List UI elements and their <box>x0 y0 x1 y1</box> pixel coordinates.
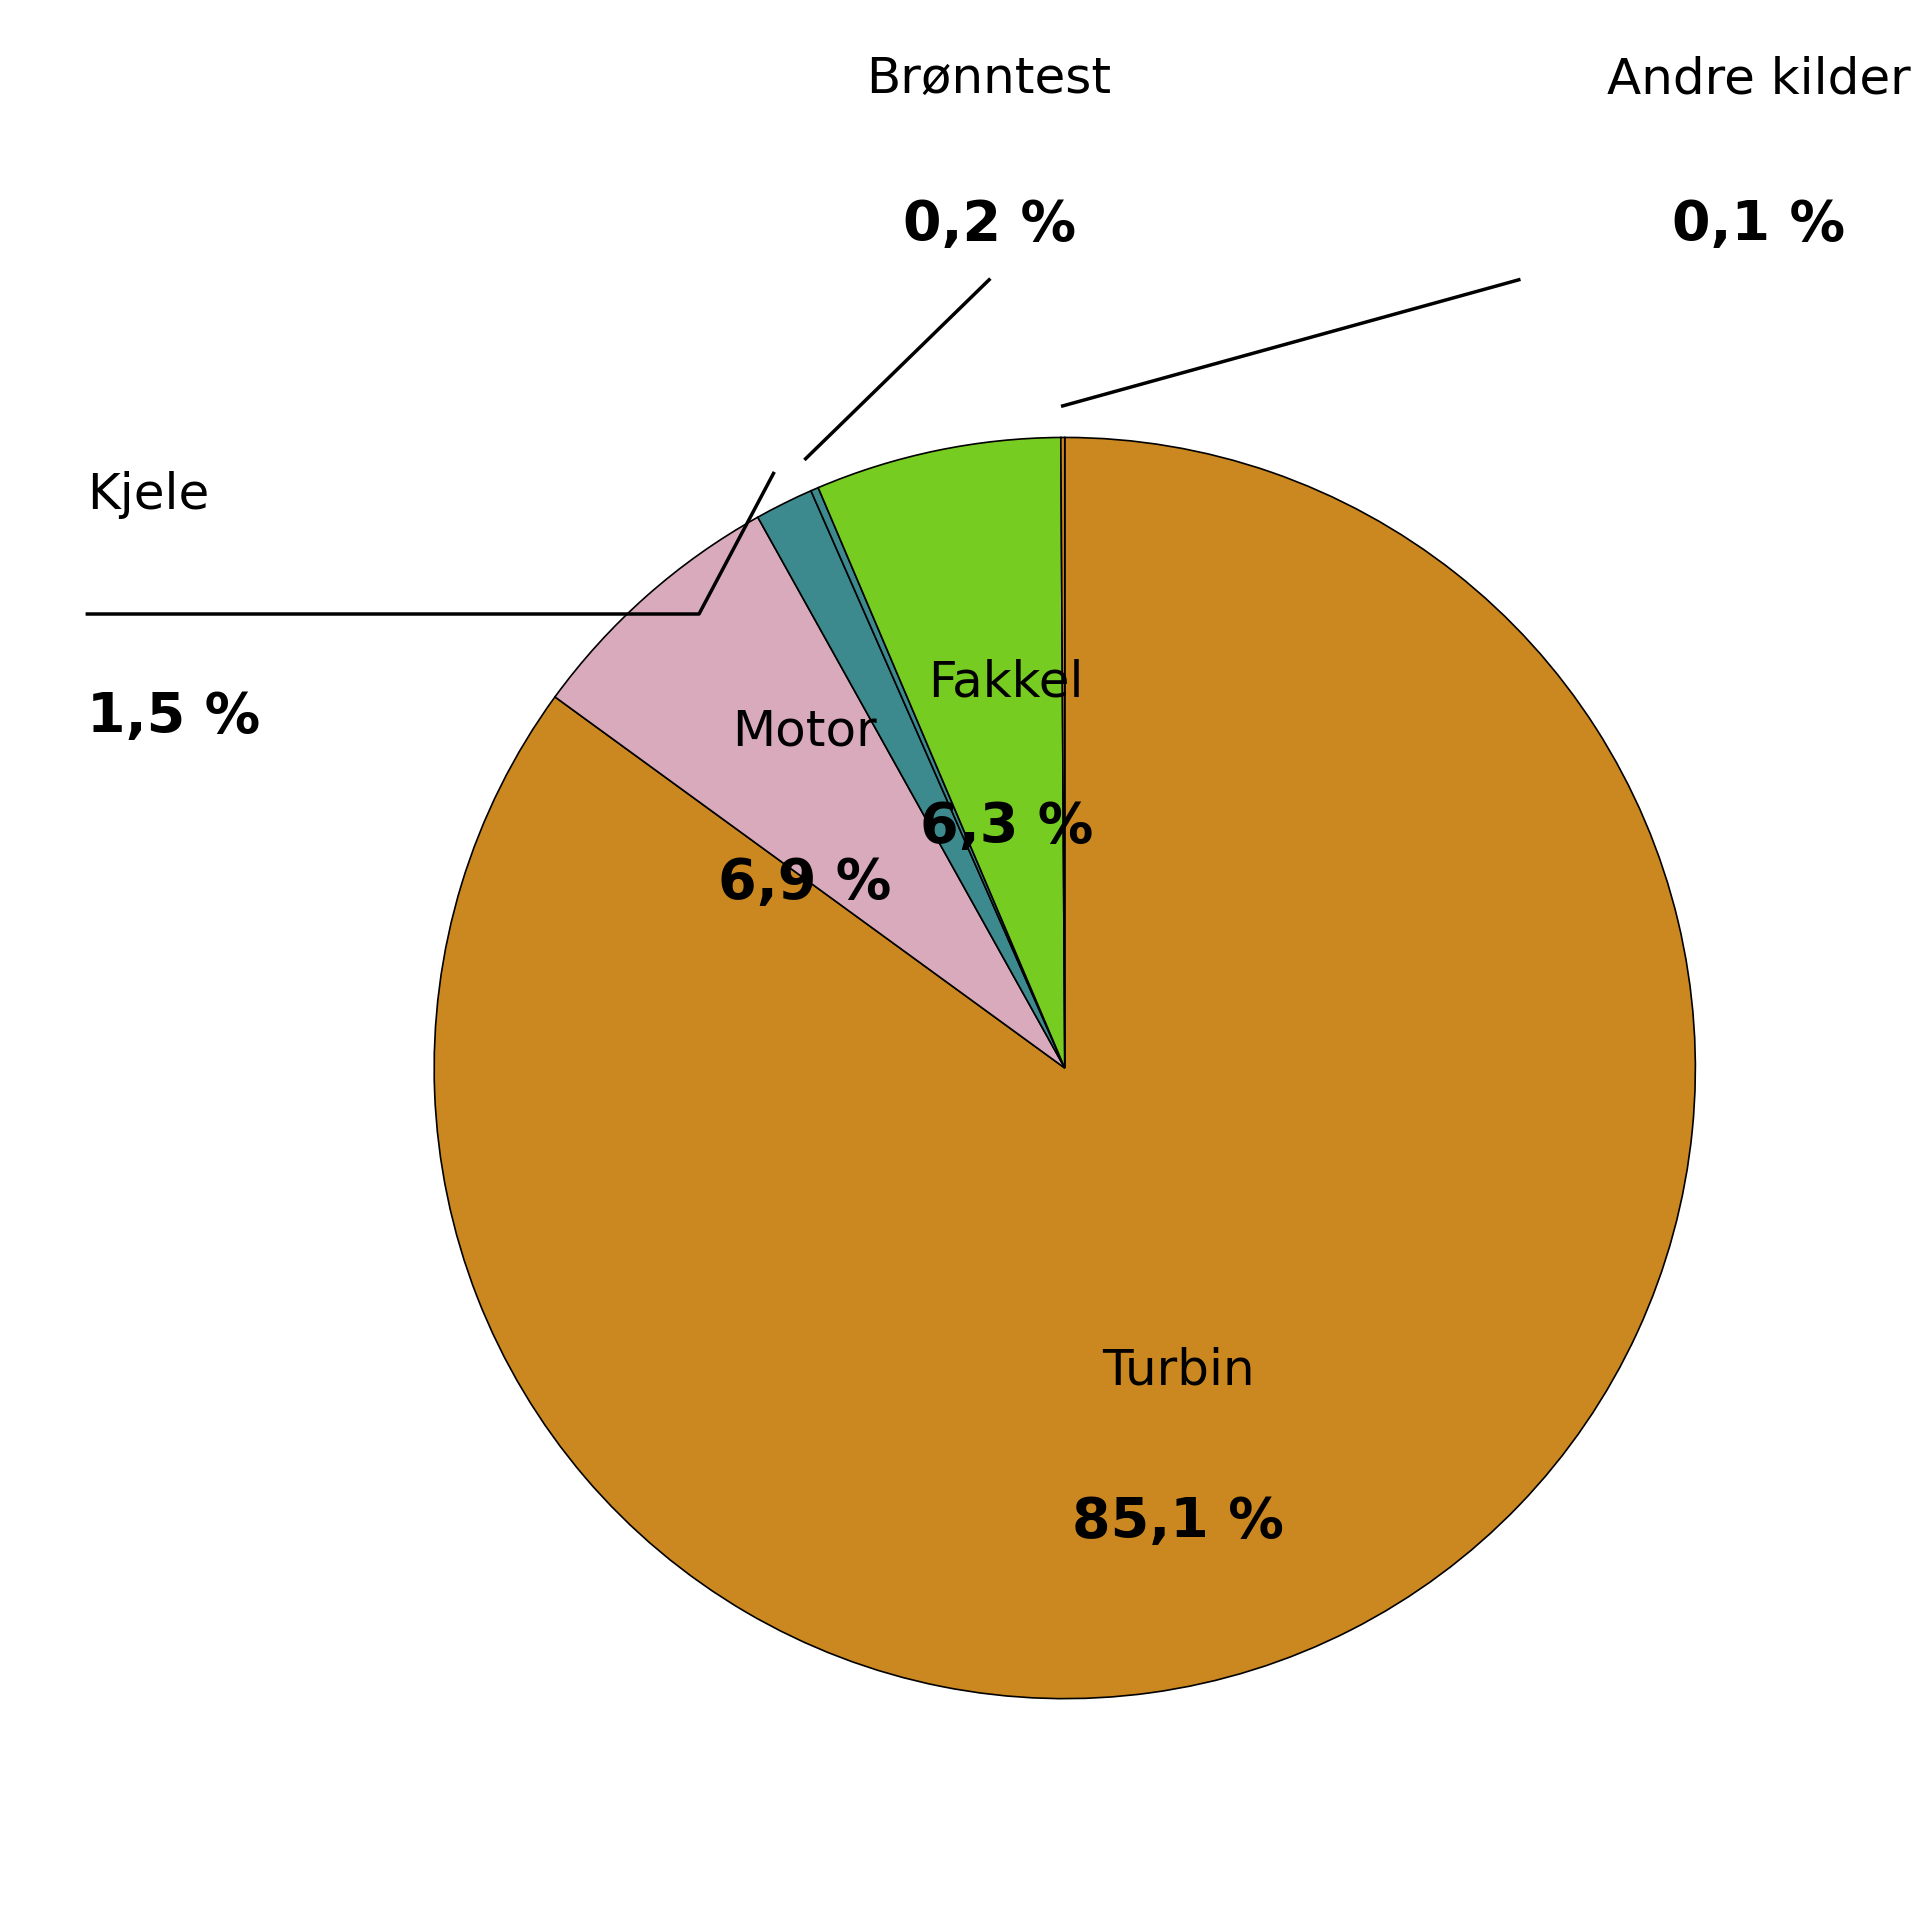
Text: 1,5 %: 1,5 % <box>86 690 261 744</box>
Text: 0,2 %: 0,2 % <box>902 198 1075 252</box>
Wedge shape <box>818 437 1066 1068</box>
Text: 6,3 %: 6,3 % <box>920 800 1092 854</box>
Text: 6,9 %: 6,9 % <box>718 856 891 910</box>
Wedge shape <box>810 488 1066 1068</box>
Text: Brønntest: Brønntest <box>866 56 1112 104</box>
Wedge shape <box>758 491 1066 1068</box>
Wedge shape <box>1062 437 1066 1068</box>
Wedge shape <box>555 516 1066 1068</box>
Text: Andre kilder: Andre kilder <box>1607 56 1910 104</box>
Text: Kjele: Kjele <box>86 472 209 520</box>
Text: Turbin: Turbin <box>1102 1347 1254 1395</box>
Text: Fakkel: Fakkel <box>929 659 1085 707</box>
Text: 85,1 %: 85,1 % <box>1073 1495 1284 1549</box>
Text: Motor: Motor <box>732 707 877 755</box>
Wedge shape <box>434 437 1695 1698</box>
Text: 0,1 %: 0,1 % <box>1672 198 1845 252</box>
